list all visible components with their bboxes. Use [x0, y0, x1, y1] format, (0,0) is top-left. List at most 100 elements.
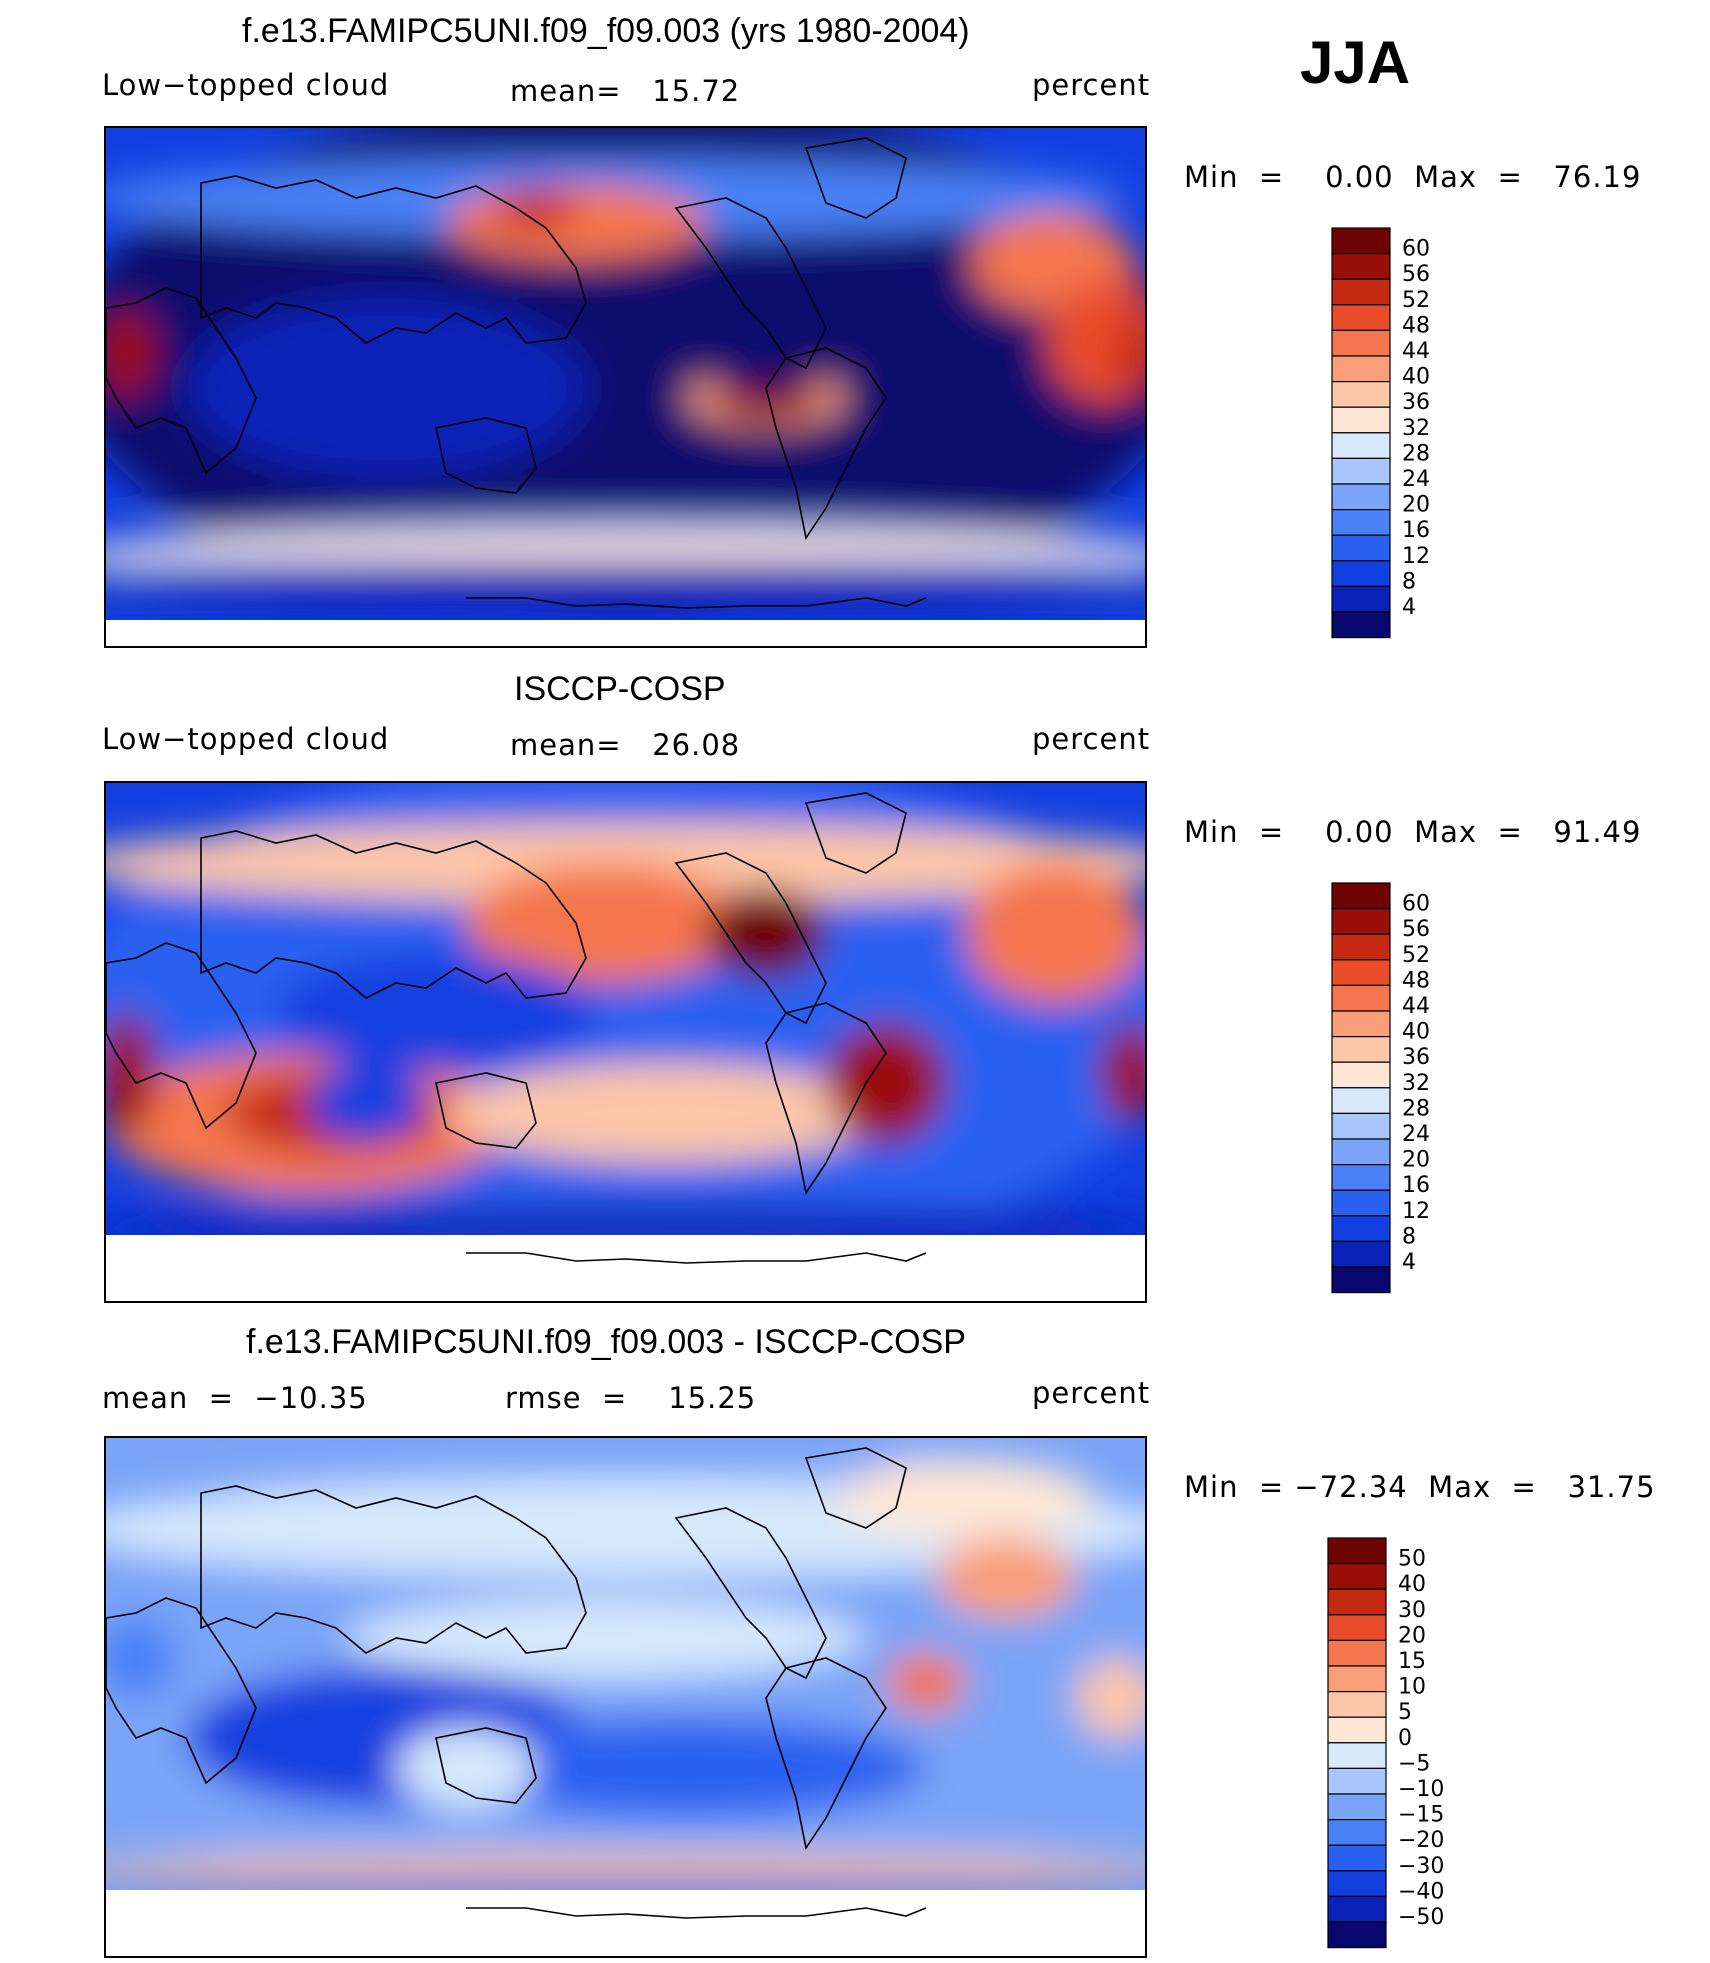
colorbar-box — [1331, 1010, 1391, 1038]
colorbar-box — [1327, 1614, 1387, 1642]
colorbar-tick-label: 8 — [1402, 1224, 1416, 1249]
colorbar-box — [1331, 1215, 1391, 1242]
contour-region — [886, 1653, 966, 1713]
colorbar-box — [1331, 355, 1391, 383]
colorbar-tick-label: −20 — [1398, 1828, 1444, 1853]
minmax-label: Min = −72.34 Max = 31.75 — [1184, 1470, 1656, 1504]
colorbar-box — [1331, 1189, 1391, 1217]
contour-map — [106, 1438, 1145, 1956]
contour-region — [106, 1618, 176, 1698]
colorbar-box — [1331, 882, 1391, 910]
colorbar-box — [1331, 509, 1391, 536]
colorbar-tick-label: 40 — [1402, 365, 1430, 390]
colorbar-box — [1327, 1844, 1387, 1872]
coastline — [765, 1657, 887, 1851]
colorbar-tick-label: 32 — [1402, 1071, 1430, 1096]
rmse-label: rmse = 15.25 — [505, 1381, 757, 1415]
contour-region — [836, 1458, 1096, 1538]
units-label: percent — [1032, 722, 1151, 756]
contour-region — [396, 1728, 536, 1808]
colorbar-tick-label: −40 — [1398, 1879, 1444, 1904]
contour-region — [106, 534, 1145, 562]
contour-region — [106, 128, 1145, 618]
coastline — [200, 830, 587, 999]
colorbar-tick-label: 20 — [1402, 1148, 1430, 1173]
contour-region — [106, 562, 1145, 614]
minmax-label: Min = 0.00 Max = 76.19 — [1184, 160, 1642, 194]
colorbar-tick-label: 52 — [1402, 288, 1430, 313]
contour-region — [706, 888, 826, 978]
colorbar-box — [1331, 1087, 1391, 1115]
coastline — [435, 1727, 537, 1804]
colorbar-tick-label: 44 — [1402, 339, 1430, 364]
contour-region — [1076, 1658, 1145, 1738]
colorbar-box — [1331, 278, 1391, 306]
colorbar-tick-label: 48 — [1402, 313, 1430, 338]
colorbar-box — [1327, 1716, 1387, 1744]
colorbar-tick-label: 56 — [1402, 262, 1430, 287]
colorbar-tick-label: −30 — [1398, 1854, 1444, 1879]
contour-map — [106, 128, 1145, 646]
minmax-label: Min = 0.00 Max = 91.49 — [1184, 815, 1642, 849]
colorbar-box — [1327, 1895, 1387, 1923]
coastline — [435, 1072, 537, 1149]
contour-region — [276, 953, 596, 1073]
colorbar-tick-label: 4 — [1402, 1250, 1416, 1275]
colorbar-box — [1331, 227, 1391, 255]
colorbar-box — [1327, 1537, 1387, 1565]
colorbar-box — [1331, 933, 1391, 961]
colorbar-box — [1331, 959, 1391, 987]
coastline — [466, 1907, 927, 1919]
contour-region — [446, 1063, 886, 1163]
colorbar-tick-label: 28 — [1402, 441, 1430, 466]
units-label: percent — [1032, 68, 1151, 102]
coastline — [674, 852, 827, 1025]
contour-map — [106, 783, 1145, 1301]
colorbar-box — [1331, 1266, 1391, 1294]
contour-region — [306, 1063, 426, 1143]
coastline — [466, 1252, 927, 1264]
colorbar-box — [1327, 1870, 1387, 1897]
colorbar-box — [1327, 1819, 1387, 1846]
missing-data-region — [106, 1235, 1145, 1301]
colorbar-tick-label: −15 — [1398, 1803, 1444, 1828]
colorbar-tick-label: 44 — [1402, 994, 1430, 1019]
colorbar-box — [1331, 1061, 1391, 1089]
colorbar-box — [1331, 908, 1391, 935]
coastline — [765, 347, 887, 541]
colorbar-tick-label: −50 — [1398, 1905, 1444, 1930]
coastline — [106, 287, 257, 475]
coastline — [106, 942, 257, 1130]
colorbar-tick-label: 12 — [1402, 544, 1430, 569]
colorbar-box — [1331, 483, 1391, 511]
colorbar-tick-label: 60 — [1402, 892, 1430, 917]
coastline — [765, 1002, 887, 1196]
coastline — [466, 597, 927, 609]
mean-label: mean = −10.35 — [102, 1381, 368, 1415]
contour-region — [466, 863, 746, 983]
colorbar-box — [1331, 432, 1391, 460]
colorbar-box — [1331, 1138, 1391, 1166]
panel-title: ISCCP-COSP — [514, 670, 726, 708]
colorbar-box — [1331, 1112, 1391, 1140]
colorbar-box — [1331, 1240, 1391, 1268]
colorbar-box — [1331, 1036, 1391, 1063]
variable-label: Low−topped cloud — [102, 722, 390, 756]
mean-label: mean= 15.72 — [510, 74, 741, 108]
coastline — [674, 1507, 827, 1680]
colorbar-tick-label: 36 — [1402, 390, 1430, 415]
colorbar-box — [1331, 304, 1391, 332]
contour-region — [106, 1013, 156, 1133]
contour-region — [186, 298, 586, 478]
variable-label: Low−topped cloud — [102, 68, 390, 102]
colorbar-tick-label: 8 — [1402, 569, 1416, 594]
map-panel-difference — [104, 1436, 1147, 1958]
colorbar-box — [1331, 560, 1391, 587]
colorbar-box — [1327, 1639, 1387, 1667]
coastline — [804, 792, 907, 874]
colorbar-tick-label: 60 — [1402, 237, 1430, 262]
season-label: JJA — [1300, 29, 1411, 96]
colorbar-tick-label: 40 — [1402, 1020, 1430, 1045]
contour-region — [346, 1598, 866, 1678]
